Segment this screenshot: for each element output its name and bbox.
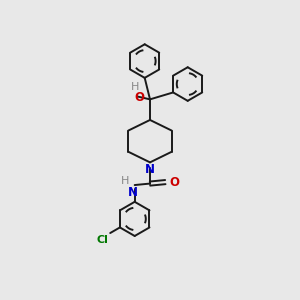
Text: N: N [145, 163, 155, 176]
Text: Cl: Cl [97, 235, 109, 244]
Text: H: H [130, 82, 139, 92]
Text: O: O [169, 176, 179, 189]
Text: N: N [128, 186, 138, 199]
Text: O: O [134, 91, 144, 104]
Text: H: H [121, 176, 130, 186]
